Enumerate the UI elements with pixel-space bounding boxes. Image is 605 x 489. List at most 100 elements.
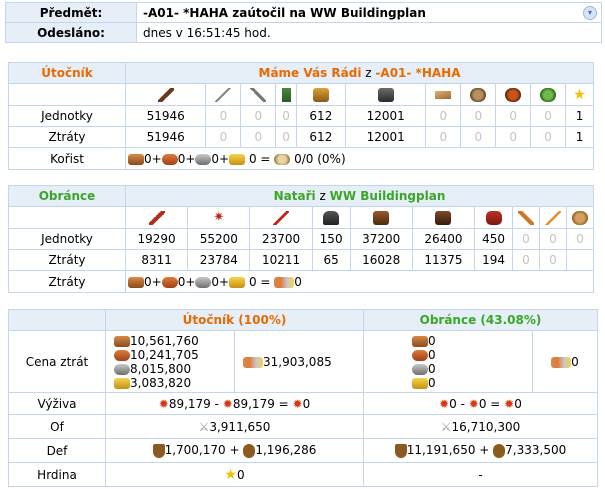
attacker-unit-count: 0 xyxy=(530,105,567,127)
loot-iron: 0+ xyxy=(211,151,230,166)
summary-attacker-header: Útočník (100%) xyxy=(105,309,364,331)
clay-icon xyxy=(161,153,178,165)
loss-total: 0 xyxy=(294,274,302,289)
loot-wood: 0+ xyxy=(144,151,162,166)
defender-cost-total: 0 xyxy=(532,330,598,393)
from-word: z xyxy=(365,66,372,80)
attacker-cost-total: 31,903,085 xyxy=(234,330,364,393)
unit-theutates-thunder-icon xyxy=(311,206,351,229)
defender-of: ⚔16,710,300 xyxy=(363,414,598,439)
loss-crop: 0 = xyxy=(248,274,271,289)
attacker-unit-loss: 612 xyxy=(295,126,346,148)
att-cost-clay: 10,241,705 xyxy=(130,347,199,362)
unit-axeman-icon xyxy=(240,83,277,106)
cavalry-defense-icon xyxy=(243,443,256,458)
attacker-unit-loss: 0 xyxy=(495,126,532,148)
unit-spearman-icon xyxy=(205,83,242,106)
att-def-b: 1,196,286 xyxy=(255,443,317,458)
attacker-player-link[interactable]: Máme Vás Rádi xyxy=(258,66,362,80)
defender-village-link[interactable]: WW Buildingplan xyxy=(329,189,446,203)
unit-scout-icon xyxy=(275,83,297,106)
unit-hero-icon: ★ xyxy=(565,83,594,106)
from-word: z xyxy=(319,189,326,203)
def-cost-crop: 0 xyxy=(428,375,436,390)
defender-unit-loss: 11375 xyxy=(411,249,476,271)
attacker-village-link[interactable]: -A01- *HAHA xyxy=(375,66,461,80)
def-def-a: 11,191,650 xyxy=(406,443,476,458)
attacker-unit-loss: 51946 xyxy=(124,126,207,148)
unit-pathfinder-icon xyxy=(249,206,313,229)
unit-ram-icon xyxy=(474,206,513,229)
all-resources-icon xyxy=(274,276,295,288)
def-cost-total: 0 xyxy=(571,354,579,369)
iron-icon xyxy=(114,363,130,375)
defender-title: Nataři z WW Buildingplan xyxy=(125,185,594,207)
loot-label: Kořist xyxy=(8,147,126,170)
cavalry-defense-icon xyxy=(493,443,506,458)
crop-consumption-icon: ✹ xyxy=(222,396,233,411)
of-label: Of xyxy=(8,414,106,439)
attacker-unit-loss: 12001 xyxy=(344,126,427,148)
unit-swordsman-icon: ✷ xyxy=(187,206,251,229)
attacker-unit-count: 0 xyxy=(495,105,532,127)
attacker-of: ⚔3,911,650 xyxy=(105,414,364,439)
unit-phalanx-icon xyxy=(124,206,189,229)
att-def-a: 1,700,170 xyxy=(164,443,226,458)
def-def-b: 7,333,500 xyxy=(505,443,567,458)
defender-unit-count: 450 xyxy=(474,228,513,250)
expand-icon[interactable]: ▾ xyxy=(583,6,597,20)
defender-player-link[interactable]: Nataři xyxy=(273,189,316,203)
def-cost-wood: 0 xyxy=(428,333,436,348)
loss-clay: 0+ xyxy=(177,274,196,289)
defender-unit-count: 26400 xyxy=(411,228,476,250)
attacker-unit-count: 51946 xyxy=(124,105,207,127)
defender-unit-count: 0 xyxy=(565,228,595,250)
unit-teutonic-knight-icon xyxy=(344,83,427,106)
attacker-unit-loss: 0 xyxy=(275,126,297,148)
loss-wood: 0+ xyxy=(144,274,162,289)
attacker-unit-count: 0 xyxy=(240,105,277,127)
hero-star-icon: ★ xyxy=(224,466,237,483)
def-label: Def xyxy=(8,438,106,463)
hero-label: Hrdina xyxy=(8,462,106,487)
attacker-unit-loss: 0 xyxy=(460,126,497,148)
attacker-unit-loss: 0 xyxy=(425,126,462,148)
attacker-role: Útočník xyxy=(8,62,126,84)
crop-consumption-icon: ✹ xyxy=(504,396,515,411)
wood-icon xyxy=(412,335,428,347)
attacker-food: ✹89,179 - ✹89,179 = ✹0 xyxy=(105,392,364,415)
attacker-unit-loss: 0 xyxy=(205,126,242,148)
unit-clubswinger-icon xyxy=(124,83,207,106)
loot-row: 0+ 0+ 0+ 0 = 0/0 (0%) xyxy=(125,147,594,170)
units-label: Jednotky xyxy=(8,105,126,127)
defender-unit-loss: 0 xyxy=(538,249,567,271)
def-food-a: 0 xyxy=(449,396,457,411)
crop-consumption-icon: ✹ xyxy=(439,396,450,411)
defender-def: 11,191,650 + 7,333,500 xyxy=(363,438,598,463)
unit-chief-icon xyxy=(495,83,532,106)
loss-resources-label: Ztráty xyxy=(8,270,126,293)
subject-value: -A01- *HAHA zaútočil na WW Buildingplan … xyxy=(136,2,602,23)
summary-defender-header: Obránce (43.08%) xyxy=(363,309,598,331)
cost-label: Cena ztrát xyxy=(8,330,106,393)
crop-icon xyxy=(229,276,246,288)
loot-clay: 0+ xyxy=(177,151,196,166)
message-header: Předmět: -A01- *HAHA zaútočil na WW Buil… xyxy=(5,2,602,43)
attack-swords-icon: ⚔ xyxy=(198,419,210,434)
iron-icon xyxy=(195,276,212,288)
subject-text: -A01- *HAHA zaútočil na WW Buildingplan xyxy=(143,5,426,20)
crop-icon xyxy=(229,153,246,165)
defender-unit-loss: 8311 xyxy=(124,249,189,271)
unit-settler-icon xyxy=(565,206,595,229)
attacker-unit-count: 612 xyxy=(295,105,346,127)
attacker-unit-count: 0 xyxy=(275,105,297,127)
defender-unit-loss: 194 xyxy=(474,249,513,271)
defender-unit-loss: 16028 xyxy=(349,249,413,271)
att-cost-iron: 8,015,800 xyxy=(130,361,192,376)
defender-food: ✹0 - ✹0 = ✹0 xyxy=(363,392,598,415)
attacker-unit-count: 12001 xyxy=(344,105,427,127)
clay-icon xyxy=(114,349,130,361)
all-resources-icon xyxy=(551,356,572,368)
carry-capacity-icon xyxy=(274,153,291,165)
unit-paladin-icon xyxy=(295,83,346,106)
